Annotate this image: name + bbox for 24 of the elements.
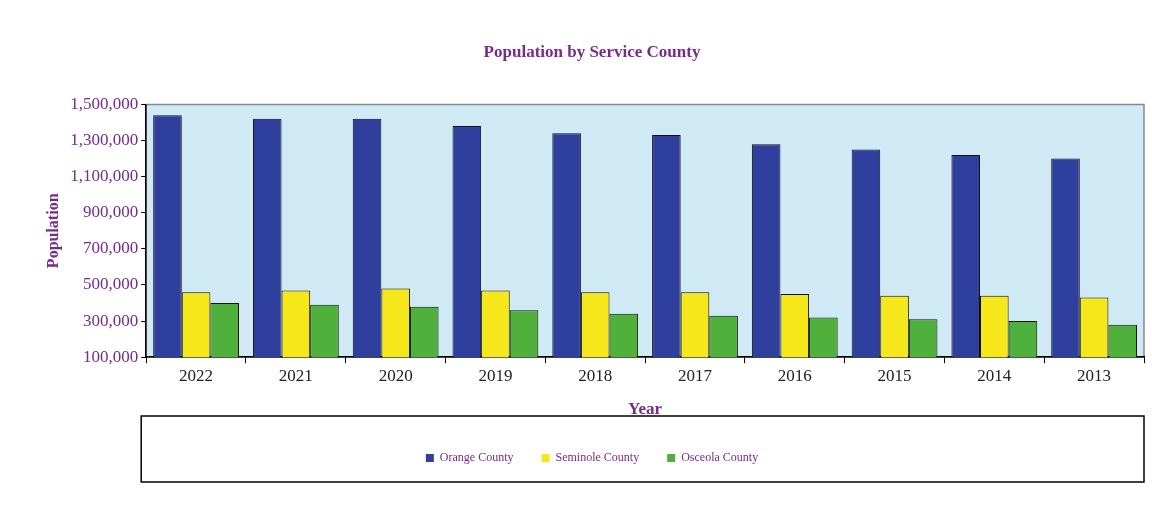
x-tick-label: 2015 xyxy=(877,365,912,385)
y-tick-label: 900,000 xyxy=(82,202,139,222)
y-axis-title: Population xyxy=(43,193,62,269)
y-tick-label: 100,000 xyxy=(82,346,139,366)
x-tick-label: 2014 xyxy=(977,365,1012,385)
y-tick-label: 500,000 xyxy=(82,274,139,294)
x-tick-label: 2018 xyxy=(578,365,613,385)
chart-title: Population by Service County xyxy=(483,41,701,61)
x-tick-label: 2013 xyxy=(1077,365,1112,385)
x-tick-label: 2022 xyxy=(179,365,214,385)
x-tick-label: 2017 xyxy=(677,365,713,385)
y-tick-label: 1,500,000 xyxy=(70,93,139,113)
legend-label: Seminole County xyxy=(555,450,640,465)
legend-label: Osceola County xyxy=(681,450,759,465)
y-tick-label: 1,300,000 xyxy=(70,129,139,149)
y-tick-label: 700,000 xyxy=(82,238,139,258)
legend-label: Orange County xyxy=(439,450,514,465)
y-tick-label: 1,100,000 xyxy=(70,166,139,186)
y-tick-label: 300,000 xyxy=(82,310,139,330)
x-tick-label: 2016 xyxy=(777,365,812,385)
x-tick-label: 2019 xyxy=(478,365,513,385)
x-tick-label: 2020 xyxy=(378,365,413,385)
x-tick-label: 2021 xyxy=(278,365,313,385)
x-axis-title: Year xyxy=(628,399,663,419)
